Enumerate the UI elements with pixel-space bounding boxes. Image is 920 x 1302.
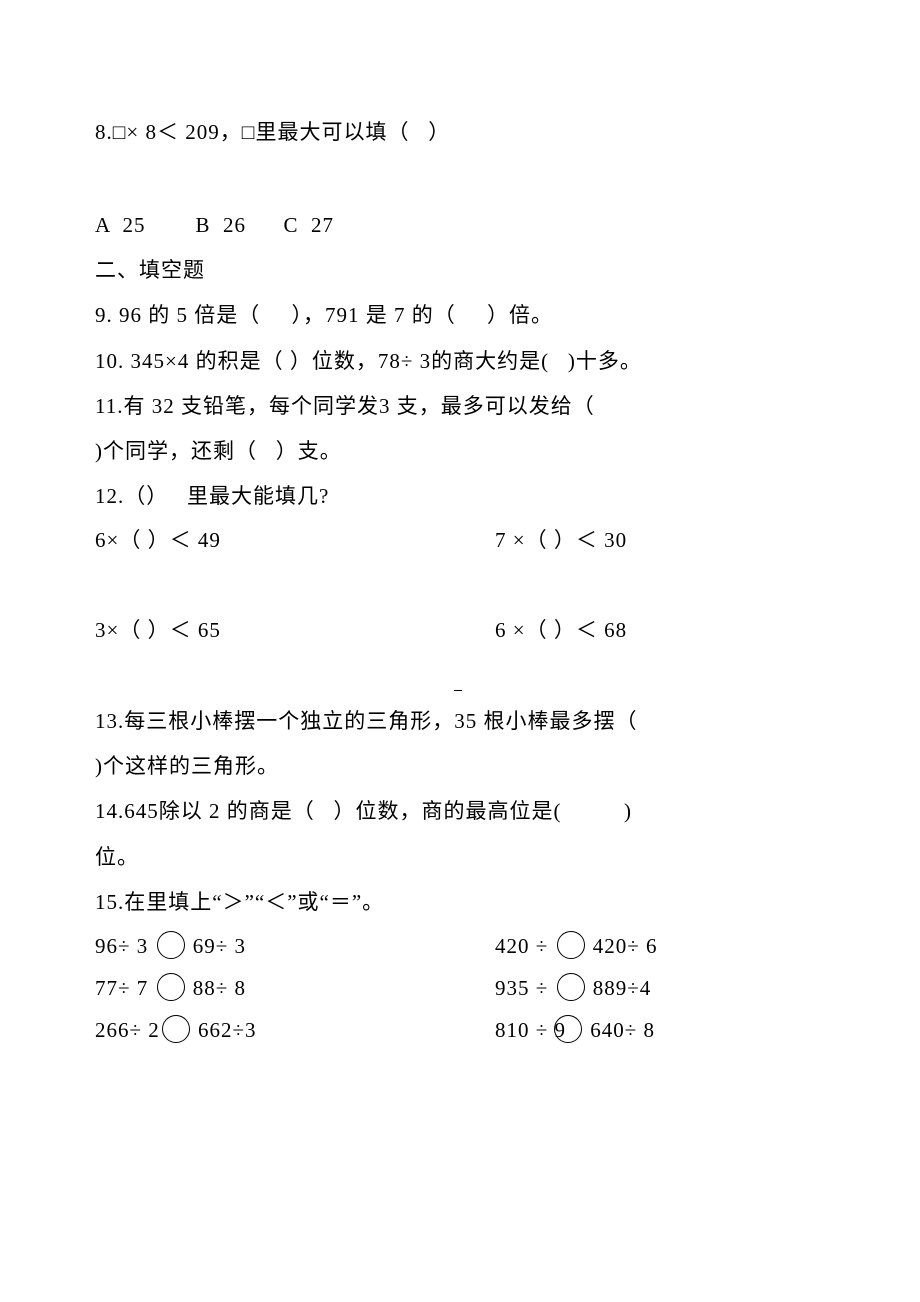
q12-row1: 6×（ ）＜ 49 7 ×（ ）＜ 30 — [95, 519, 825, 561]
q14-line1: 14.645除以 2 的商是（ ）位数，商的最高位是( ) — [95, 789, 825, 834]
comp-l2: 662÷3 — [198, 1018, 257, 1042]
q14-line2: 位。 — [95, 835, 825, 880]
q12-prompt: 12.（） 里最大能填几? — [95, 474, 825, 519]
q12-r2a: 3×（ ）＜ 65 — [95, 609, 495, 651]
q9: 9. 96 的 5 倍是（ ），791 是 7 的（ ）倍。 — [95, 293, 825, 338]
q13-line1: 13.每三根小棒摆一个独立的三角形，35 根小棒最多摆（ — [95, 699, 825, 744]
q11-line1: 11.有 32 支铅笔，每个同学发3 支，最多可以发给（ — [95, 384, 825, 429]
q12-row2: 3×（ ）＜ 65 6 ×（ ）＜ 68 — [95, 609, 825, 651]
compare-circle-icon — [157, 931, 185, 959]
q8-text: 8.□× 8＜ 209，□里最大可以填（ ） — [95, 110, 825, 155]
center-mark — [454, 690, 462, 691]
comp-r1: 935 ÷ — [495, 976, 548, 1000]
q11-line2: )个同学，还剩（ ）支。 — [95, 429, 825, 474]
section-2-heading: 二、填空题 — [95, 248, 825, 293]
q12-r2b: 6 ×（ ）＜ 68 — [495, 609, 627, 651]
comp-row-1: 77÷ 7 88÷ 8 935 ÷ 889÷4 — [95, 967, 825, 1009]
comp-r2: 640÷ 8 — [590, 1018, 655, 1042]
comp-row-0: 96÷ 3 69÷ 3 420 ÷ 420÷ 6 — [95, 925, 825, 967]
q12-r1b: 7 ×（ ）＜ 30 — [495, 519, 627, 561]
comp-row-2: 266÷ 2 662÷3 810 ÷ 9 640÷ 8 — [95, 1009, 825, 1051]
q13-line2: )个这样的三角形。 — [95, 744, 825, 789]
q8-options: A 25 B 26 C 27 — [95, 203, 825, 248]
comp-r2: 889÷4 — [593, 976, 652, 1000]
compare-circle-icon — [162, 1015, 190, 1043]
comp-l1: 266÷ 2 — [95, 1018, 160, 1042]
spacer — [95, 651, 825, 699]
q10: 10. 345×4 的积是（ ）位数，78÷ 3的商大约是( )十多。 — [95, 339, 825, 384]
q12-r1a: 6×（ ）＜ 49 — [95, 519, 495, 561]
spacer — [95, 155, 825, 203]
comp-l1: 96÷ 3 — [95, 934, 148, 958]
compare-circle-icon — [157, 973, 185, 1001]
q15: 15.在里填上“＞”“＜”或“＝”。 — [95, 880, 825, 925]
compare-circle-icon — [557, 931, 585, 959]
comp-r2: 420÷ 6 — [593, 934, 658, 958]
comp-l2: 69÷ 3 — [193, 934, 246, 958]
comp-l2: 88÷ 8 — [193, 976, 246, 1000]
worksheet-page: 8.□× 8＜ 209，□里最大可以填（ ） A 25 B 26 C 27 二、… — [0, 0, 920, 1302]
spacer — [95, 561, 825, 609]
compare-circle-icon — [554, 1015, 582, 1043]
comp-l1: 77÷ 7 — [95, 976, 148, 1000]
compare-circle-icon — [557, 973, 585, 1001]
comp-r1: 420 ÷ — [495, 934, 548, 958]
